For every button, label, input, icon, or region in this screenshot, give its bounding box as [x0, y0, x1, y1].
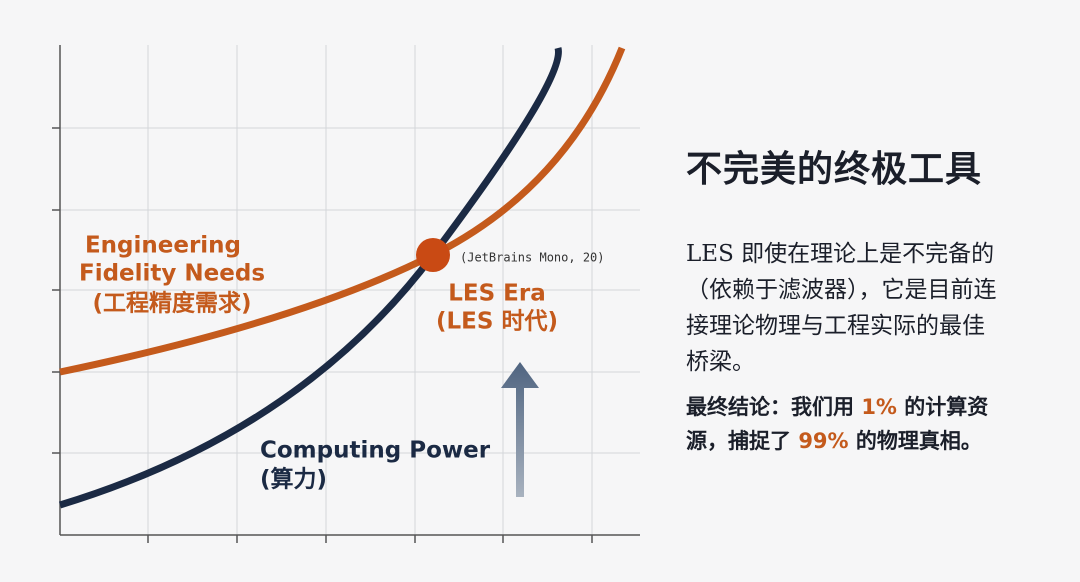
paragraph: LES 即使在理论上是不完备的 （依赖于滤波器），它是目前连 接理论物理与工程实…	[686, 236, 1066, 380]
fidelity-label: (工程精度需求)	[92, 290, 251, 317]
les-era-label: LES Era	[448, 281, 546, 307]
paragraph-line: 桥梁。	[686, 349, 755, 375]
text: 的计算资	[896, 395, 989, 419]
paragraph-line: LES 即使在理论上是不完备的	[686, 241, 995, 267]
computing-label: Computing Power	[260, 438, 491, 464]
text-panel: 不完美的终极工具 LES 即使在理论上是不完备的 （依赖于滤波器），它是目前连 …	[686, 140, 1066, 458]
font-note: (JetBrains Mono, 20)	[460, 251, 605, 265]
arrow	[501, 362, 539, 497]
chart: Engineering Fidelity Needs (工程精度需求) (Jet…	[52, 45, 640, 543]
computing-label: (算力)	[260, 466, 327, 493]
paragraph-line: （依赖于滤波器），它是目前连	[686, 277, 997, 303]
les-era-label: (LES 时代)	[436, 309, 558, 335]
paragraph-line: 接理论物理与工程实际的最佳	[686, 313, 985, 339]
text: 的物理真相。	[848, 429, 982, 453]
fidelity-label: Engineering	[85, 233, 241, 259]
axis-ticks	[52, 127, 593, 543]
highlight: 1%	[861, 395, 897, 419]
conclusion: 最终结论：我们用 1% 的计算资 源，捕捉了 99% 的物理真相。	[686, 390, 1066, 458]
computing-curve	[58, 47, 562, 509]
intersection-point	[416, 238, 450, 272]
fidelity-label: Fidelity Needs	[79, 261, 265, 287]
text: 最终结论：我们用	[686, 395, 862, 419]
conclusion-line: 源，捕捉了 99% 的物理真相。	[686, 424, 1066, 458]
panel-title: 不完美的终极工具	[686, 149, 983, 190]
text: 源，捕捉了	[686, 429, 799, 453]
highlight: 99%	[798, 429, 849, 453]
conclusion-line: 最终结论：我们用 1% 的计算资	[686, 390, 1066, 424]
